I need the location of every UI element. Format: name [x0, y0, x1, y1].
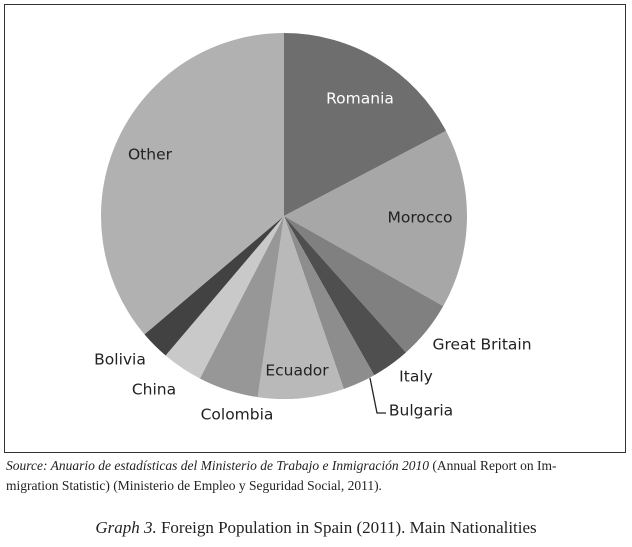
source-title: Source: Anuario de estadísticas del Mini…	[6, 458, 429, 473]
slice-label: Other	[128, 146, 173, 164]
pie-slice	[284, 130, 467, 307]
pie-slice	[284, 216, 444, 353]
leader-line	[369, 377, 386, 414]
pie-slice	[199, 216, 284, 398]
source-text: (Annual Report on Im-	[432, 458, 557, 473]
pie-slice	[165, 216, 284, 379]
pie-slice	[284, 216, 406, 376]
caption-label: Graph 3.	[95, 518, 156, 537]
caption: Graph 3. Foreign Population in Spain (20…	[95, 518, 536, 537]
pie-slice	[144, 216, 284, 356]
pie-slice	[284, 33, 446, 216]
slice-label: Bulgaria	[389, 402, 453, 420]
slice-label: Morocco	[388, 209, 453, 227]
source: Source: Anuario de estadísticas del Mini…	[6, 458, 557, 473]
slice-label: China	[132, 381, 176, 399]
pie-slice	[257, 216, 344, 399]
pie-slice	[284, 216, 375, 389]
caption-text: Foreign Population in Spain (2011). Main…	[161, 518, 537, 537]
pie	[100, 33, 467, 399]
slice-label: Italy	[399, 368, 433, 386]
slice-label: Great Britain	[432, 336, 531, 354]
slice-label: Colombia	[201, 406, 274, 424]
pie-slice	[100, 33, 284, 335]
slice-label: Bolivia	[94, 351, 146, 369]
slice-label: Ecuador	[265, 362, 329, 380]
source-text: migration Statistic) (Ministerio de Empl…	[6, 478, 382, 493]
frame	[4, 4, 626, 453]
slice-label: Romania	[326, 90, 394, 108]
